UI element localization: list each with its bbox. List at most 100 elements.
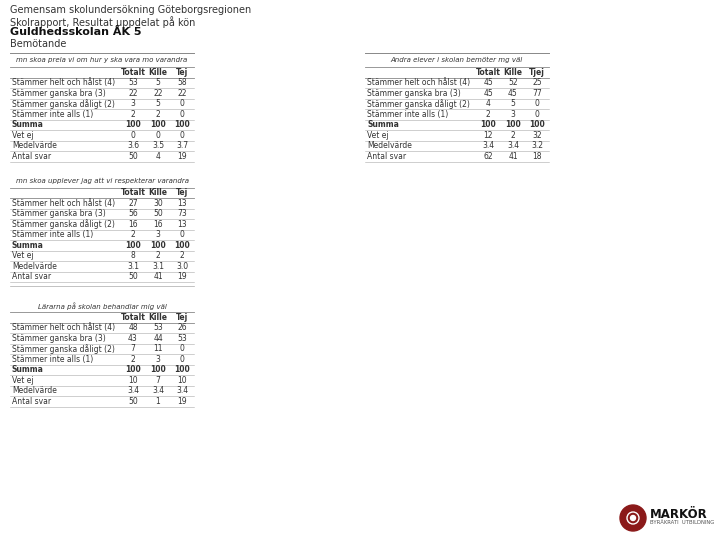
Text: 50: 50 — [128, 272, 138, 281]
Text: 2: 2 — [156, 251, 161, 260]
Text: Stämmer helt och hålst (4): Stämmer helt och hålst (4) — [367, 78, 470, 87]
Text: 3.4: 3.4 — [152, 386, 164, 395]
Text: 26: 26 — [177, 323, 186, 332]
Text: 41: 41 — [508, 152, 518, 161]
Text: 2: 2 — [156, 110, 161, 119]
Text: 45: 45 — [483, 78, 493, 87]
Text: 30: 30 — [153, 199, 163, 208]
Text: Kille: Kille — [148, 68, 168, 77]
Text: Totalt: Totalt — [120, 68, 145, 77]
Text: 3.6: 3.6 — [127, 141, 139, 150]
Text: 4: 4 — [485, 99, 490, 108]
Text: Tej: Tej — [176, 68, 188, 77]
Text: 0: 0 — [534, 110, 539, 119]
Text: 32: 32 — [532, 131, 542, 140]
Text: 100: 100 — [480, 120, 496, 129]
Text: 58: 58 — [177, 78, 186, 87]
Text: Kille: Kille — [148, 188, 168, 197]
Text: 50: 50 — [128, 152, 138, 161]
Text: Stämmer ganska bra (3): Stämmer ganska bra (3) — [367, 89, 461, 98]
Text: Vet ej: Vet ej — [367, 131, 389, 140]
Text: 11: 11 — [153, 345, 163, 353]
Text: Antal svar: Antal svar — [367, 152, 406, 161]
Text: Tjej: Tjej — [529, 68, 545, 77]
Text: 50: 50 — [128, 397, 138, 406]
Text: 73: 73 — [177, 209, 187, 218]
Text: 10: 10 — [128, 376, 138, 384]
Text: 0: 0 — [179, 230, 184, 239]
Text: Kille: Kille — [148, 313, 168, 322]
Text: 25: 25 — [532, 78, 542, 87]
Text: Totalt: Totalt — [120, 188, 145, 197]
Text: 3.7: 3.7 — [176, 141, 188, 150]
Text: 3: 3 — [156, 230, 161, 239]
Text: Medelvärde: Medelvärde — [367, 141, 412, 150]
Text: Guldhedsskolan ÅK 5: Guldhedsskolan ÅK 5 — [10, 27, 142, 37]
Text: Totalt: Totalt — [476, 68, 500, 77]
Text: 0: 0 — [534, 99, 539, 108]
Text: Stämmer helt och hålst (4): Stämmer helt och hålst (4) — [12, 199, 115, 208]
Text: 100: 100 — [125, 241, 141, 249]
Text: 13: 13 — [177, 199, 186, 208]
Text: Medelvärde: Medelvärde — [12, 262, 57, 271]
Text: Stämmer helt och hålst (4): Stämmer helt och hålst (4) — [12, 78, 115, 87]
Text: 27: 27 — [128, 199, 138, 208]
Text: 0: 0 — [130, 131, 135, 140]
Text: 12: 12 — [483, 131, 492, 140]
Text: Stämmer ganska bra (3): Stämmer ganska bra (3) — [12, 334, 106, 343]
Text: 1: 1 — [156, 397, 161, 406]
Text: 5: 5 — [156, 99, 161, 108]
Text: 56: 56 — [128, 209, 138, 218]
Text: Totalt: Totalt — [120, 313, 145, 322]
Text: 100: 100 — [125, 120, 141, 129]
Text: 2: 2 — [130, 110, 135, 119]
Text: 62: 62 — [483, 152, 492, 161]
Text: Andra elever i skolan bemöter mg väl: Andra elever i skolan bemöter mg väl — [391, 57, 523, 63]
Text: 0: 0 — [179, 131, 184, 140]
Text: Stämmer ganska bra (3): Stämmer ganska bra (3) — [12, 209, 106, 218]
Text: 3.5: 3.5 — [152, 141, 164, 150]
Text: 100: 100 — [150, 365, 166, 374]
Text: Stämmer ganska dåligt (2): Stämmer ganska dåligt (2) — [367, 99, 470, 109]
Text: Kille: Kille — [503, 68, 523, 77]
Text: 13: 13 — [177, 220, 186, 229]
Text: Medelvärde: Medelvärde — [12, 386, 57, 395]
Text: 3.4: 3.4 — [507, 141, 519, 150]
Text: Tej: Tej — [176, 313, 188, 322]
Text: 4: 4 — [156, 152, 161, 161]
Text: 0: 0 — [179, 345, 184, 353]
Text: Stämmer ganska dåligt (2): Stämmer ganska dåligt (2) — [12, 99, 115, 109]
Circle shape — [631, 516, 636, 521]
Text: 2: 2 — [179, 251, 184, 260]
Text: 45: 45 — [483, 89, 493, 98]
Text: 2: 2 — [130, 355, 135, 364]
Text: 43: 43 — [128, 334, 138, 343]
Text: 41: 41 — [153, 272, 163, 281]
Text: 52: 52 — [508, 78, 518, 87]
Text: 44: 44 — [153, 334, 163, 343]
Text: 0: 0 — [179, 355, 184, 364]
Text: 100: 100 — [529, 120, 545, 129]
Text: 16: 16 — [153, 220, 163, 229]
Text: Gemensam skolundersökning Göteborgsregionen: Gemensam skolundersökning Göteborgsregio… — [10, 5, 251, 15]
Text: Bemötande: Bemötande — [10, 39, 66, 49]
Text: 3.2: 3.2 — [531, 141, 543, 150]
Text: 18: 18 — [532, 152, 541, 161]
Text: 19: 19 — [177, 397, 186, 406]
Text: Skolrapport, Resultat uppdelat på kön: Skolrapport, Resultat uppdelat på kön — [10, 16, 195, 28]
Text: Antal svar: Antal svar — [12, 397, 51, 406]
Text: MARKÖR: MARKÖR — [650, 508, 708, 521]
Text: mn skoa prela vi om hur y ska vara mo varandra: mn skoa prela vi om hur y ska vara mo va… — [17, 57, 188, 63]
Text: 77: 77 — [532, 89, 542, 98]
Text: 5: 5 — [156, 78, 161, 87]
Text: Summa: Summa — [367, 120, 399, 129]
Text: 53: 53 — [153, 323, 163, 332]
Text: 2: 2 — [510, 131, 516, 140]
Text: Medelvärde: Medelvärde — [12, 141, 57, 150]
Text: Stämmer inte alls (1): Stämmer inte alls (1) — [12, 355, 94, 364]
Text: 8: 8 — [130, 251, 135, 260]
Text: 5: 5 — [510, 99, 516, 108]
Text: 3.4: 3.4 — [127, 386, 139, 395]
Text: Antal svar: Antal svar — [12, 152, 51, 161]
Text: 48: 48 — [128, 323, 138, 332]
